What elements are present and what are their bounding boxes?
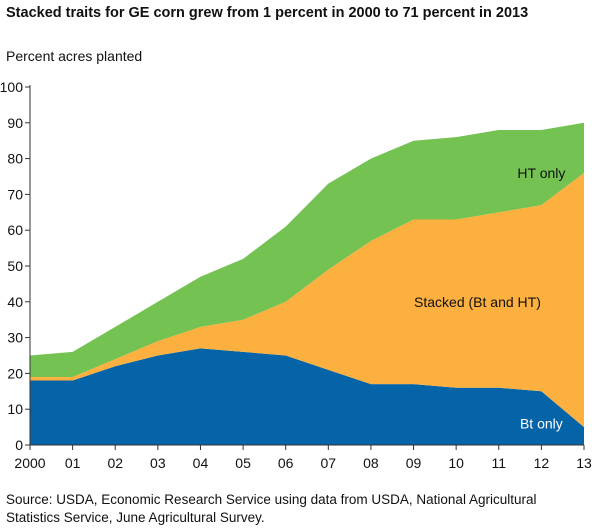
y-axis-label: Percent acres planted bbox=[6, 48, 143, 64]
y-tick-label: 70 bbox=[7, 186, 23, 202]
source-note: Source: USDA, Economic Research Service … bbox=[6, 492, 537, 525]
area-bt-only bbox=[30, 348, 584, 445]
x-tick-label: 04 bbox=[193, 455, 209, 471]
x-tick-label: 09 bbox=[406, 455, 422, 471]
x-tick-label: 13 bbox=[576, 455, 592, 471]
x-tick-label: 02 bbox=[107, 455, 123, 471]
area-stacked-bt-and-ht bbox=[30, 172, 584, 428]
y-tick-label: 60 bbox=[7, 222, 23, 238]
y-tick-label: 20 bbox=[7, 365, 23, 381]
annotation-label: Bt only bbox=[520, 416, 563, 432]
y-tick-label: 30 bbox=[7, 330, 23, 346]
x-tick-label: 03 bbox=[150, 455, 166, 471]
x-tick-label: 05 bbox=[235, 455, 251, 471]
y-tick-label: 10 bbox=[7, 401, 23, 417]
x-tick-label: 01 bbox=[65, 455, 81, 471]
x-tick-label: 12 bbox=[534, 455, 550, 471]
area-ht-only bbox=[30, 122, 584, 377]
y-tick-label: 0 bbox=[15, 437, 23, 453]
y-tick-label: 80 bbox=[7, 151, 23, 167]
x-tick-label: 07 bbox=[321, 455, 337, 471]
y-tick-label: 90 bbox=[7, 115, 23, 131]
chart-title: Stacked traits for GE corn grew from 1 p… bbox=[6, 5, 529, 21]
x-tick-label: 11 bbox=[491, 455, 506, 471]
x-tick-label: 06 bbox=[278, 455, 294, 471]
y-tick-label: 100 bbox=[0, 79, 23, 95]
x-tick-label: 2000 bbox=[14, 455, 45, 471]
annotation-label: Stacked (Bt and HT) bbox=[414, 294, 541, 310]
y-tick-label: 50 bbox=[7, 258, 23, 274]
annotation-label: HT only bbox=[517, 165, 565, 181]
x-tick-label: 08 bbox=[363, 455, 379, 471]
y-tick-label: 40 bbox=[7, 294, 23, 310]
x-tick-label: 10 bbox=[448, 455, 464, 471]
